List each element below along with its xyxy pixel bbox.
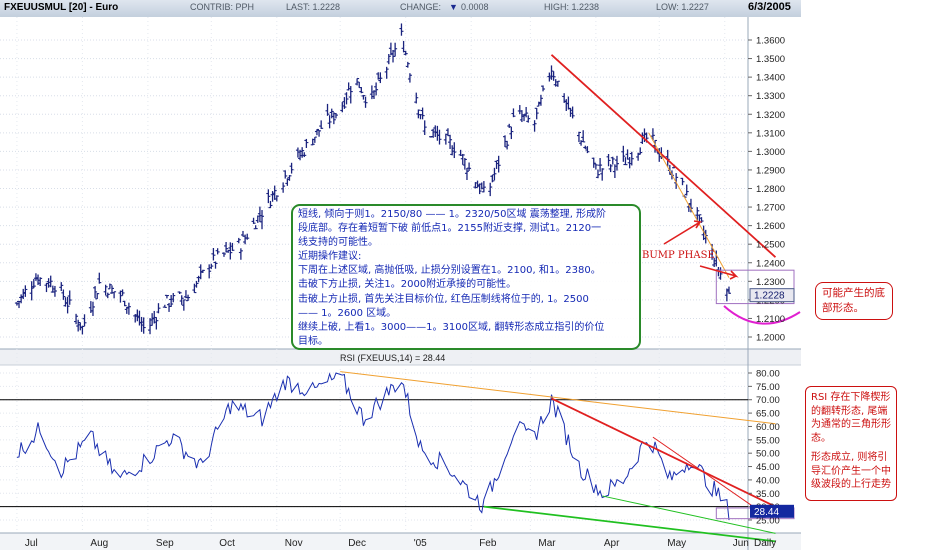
x-axis-bar xyxy=(0,533,801,550)
rsi-title-bar xyxy=(0,349,801,365)
y-tick-label: 1.3200 xyxy=(756,110,785,121)
x-tick-label: Sep xyxy=(156,538,174,549)
rsi-tick-label: 60.00 xyxy=(756,422,780,433)
y-tick-label: 1.2300 xyxy=(756,277,785,288)
rsi-tick-label: 75.00 xyxy=(756,382,780,393)
rsi-tick-label: 25.00 xyxy=(756,516,780,527)
last-price: LAST: 1.2228 xyxy=(286,2,341,12)
resistance-trendline xyxy=(550,54,777,258)
x-tick-label: Apr xyxy=(604,538,620,549)
x-tick-label: Oct xyxy=(219,538,235,549)
bottom-arc xyxy=(723,305,801,325)
x-tick-label: Dec xyxy=(348,538,366,549)
bump-arrow xyxy=(699,265,739,280)
y-tick-label: 1.2600 xyxy=(756,221,785,232)
high-price: HIGH: 1.2238 xyxy=(544,2,600,12)
bottom-pattern-note: 可能产生的底部形态。 xyxy=(815,282,893,320)
last-price-box xyxy=(749,288,795,303)
rsi-fan-line xyxy=(340,371,776,425)
commentary-line: 目标。 xyxy=(298,335,328,347)
rsi-note-text: RSI 存在下降楔形的翻转形态, 尾端为通常的三角形形态。 xyxy=(811,392,891,444)
rsi-tick-label: 50.00 xyxy=(756,449,780,460)
last-rsi-label: 28.44 xyxy=(754,507,779,518)
x-tick-label: Nov xyxy=(285,538,303,549)
bump-fan-line xyxy=(648,132,730,278)
x-tick-label: May xyxy=(667,538,686,549)
y-tick-label: 1.3500 xyxy=(756,54,785,65)
x-tick-label: Feb xyxy=(479,538,497,549)
rsi-line xyxy=(16,372,730,521)
y-tick-label: 1.2900 xyxy=(756,165,785,176)
rsi-tick-label: 45.00 xyxy=(756,462,780,473)
bump-phase-label: BUMP PHASE xyxy=(642,250,715,261)
commentary-line: 继续上破, 上看1。3000——1。3100区域, 翻转形态成立指引的价位 xyxy=(298,321,605,333)
y-tick-label: 1.2400 xyxy=(756,258,785,269)
y-tick-label: 1.3000 xyxy=(756,147,785,158)
x-tick-label: Jul xyxy=(25,538,38,549)
x-scale-label: Daily xyxy=(754,538,776,549)
y-tick-label: 1.2000 xyxy=(756,333,785,344)
x-tick-label: Jun xyxy=(733,538,749,549)
y-tick-label: 1.2500 xyxy=(756,240,785,251)
rsi-upper-wedge xyxy=(551,397,776,508)
last-price-label: 1.2228 xyxy=(754,291,785,302)
rsi-tick-label: 55.00 xyxy=(756,435,780,446)
commentary-line: 短线, 倾向于则1。2150/80 —— 1。2320/50区域 震荡整理, 形… xyxy=(298,209,607,220)
x-tick-label: Mar xyxy=(538,538,556,549)
rsi-note-text: 形态成立, 则将引导汇价产生一个中级波段的上行走势 xyxy=(811,452,891,490)
contrib-label: CONTRIB: PPH xyxy=(190,2,255,12)
commentary-line: 击破下方止损, 关注1。2000附近承接的可能性。 xyxy=(298,279,517,291)
x-tick-label: Aug xyxy=(90,538,108,549)
rsi-tick-label: 65.00 xyxy=(756,409,780,420)
bump-arrow xyxy=(663,220,703,245)
y-tick-label: 1.3300 xyxy=(756,91,785,102)
change-value: 0.0008 xyxy=(461,2,489,12)
low-price: LOW: 1.2227 xyxy=(656,2,709,12)
rsi-tick-label: 80.00 xyxy=(756,369,780,380)
commentary-line: 近期操作建议: xyxy=(298,251,362,263)
y-tick-label: 1.3400 xyxy=(756,73,785,84)
change-label: CHANGE: xyxy=(400,2,442,12)
y-tick-label: 1.2100 xyxy=(756,314,785,325)
rsi-tick-label: 35.00 xyxy=(756,489,780,500)
chart-header: FXEUUSMUL [20] - Euro CONTRIB: PPH LAST:… xyxy=(0,0,801,18)
rsi-tick-label: 70.00 xyxy=(756,395,780,406)
consolidation-box xyxy=(715,269,795,305)
chart-date: 6/3/2005 xyxy=(748,1,791,13)
y-tick-label: 1.3100 xyxy=(756,128,785,139)
rsi-tick-label: 40.00 xyxy=(756,475,780,486)
down-arrow-icon: ▼ xyxy=(449,2,458,12)
rsi-lower-wedge xyxy=(602,495,776,534)
rsi-upper-wedge xyxy=(652,436,766,516)
y-tick-label: 1.2800 xyxy=(756,184,785,195)
last-rsi-box xyxy=(750,504,794,518)
commentary-line: 线支持的可能性。 xyxy=(298,237,378,249)
commentary-box: 短线, 倾向于则1。2150/80 —— 1。2320/50区域 震荡整理, 形… xyxy=(291,204,641,350)
rsi-title: RSI (FXEUUS,14) = 28.44 xyxy=(340,353,446,363)
y-tick-label: 1.3600 xyxy=(756,36,785,47)
commentary-line: 段底部。存在着短暂下破 前低点1。2155附近支撑, 测试1。2120一 xyxy=(298,223,602,235)
y-tick-label: 1.2700 xyxy=(756,203,785,214)
rsi-lower-wedge xyxy=(483,505,776,543)
rsi-wedge-note: RSI 存在下降楔形的翻转形态, 尾端为通常的三角形形态。 形态成立, 则将引导… xyxy=(805,386,897,501)
commentary-line: 击破上方止损, 首先关注目标价位, 红色压制线将位于的, 1。2500 xyxy=(298,293,589,305)
commentary-line: —— 1。2600 区域。 xyxy=(298,307,397,319)
commentary-line: 下周在上述区域, 高抛低吸, 止损分别设置在1。2100, 和1。2380。 xyxy=(298,265,601,277)
x-tick-label: '05 xyxy=(414,538,427,549)
chart-title: FXEUUSMUL [20] - Euro xyxy=(4,2,119,13)
